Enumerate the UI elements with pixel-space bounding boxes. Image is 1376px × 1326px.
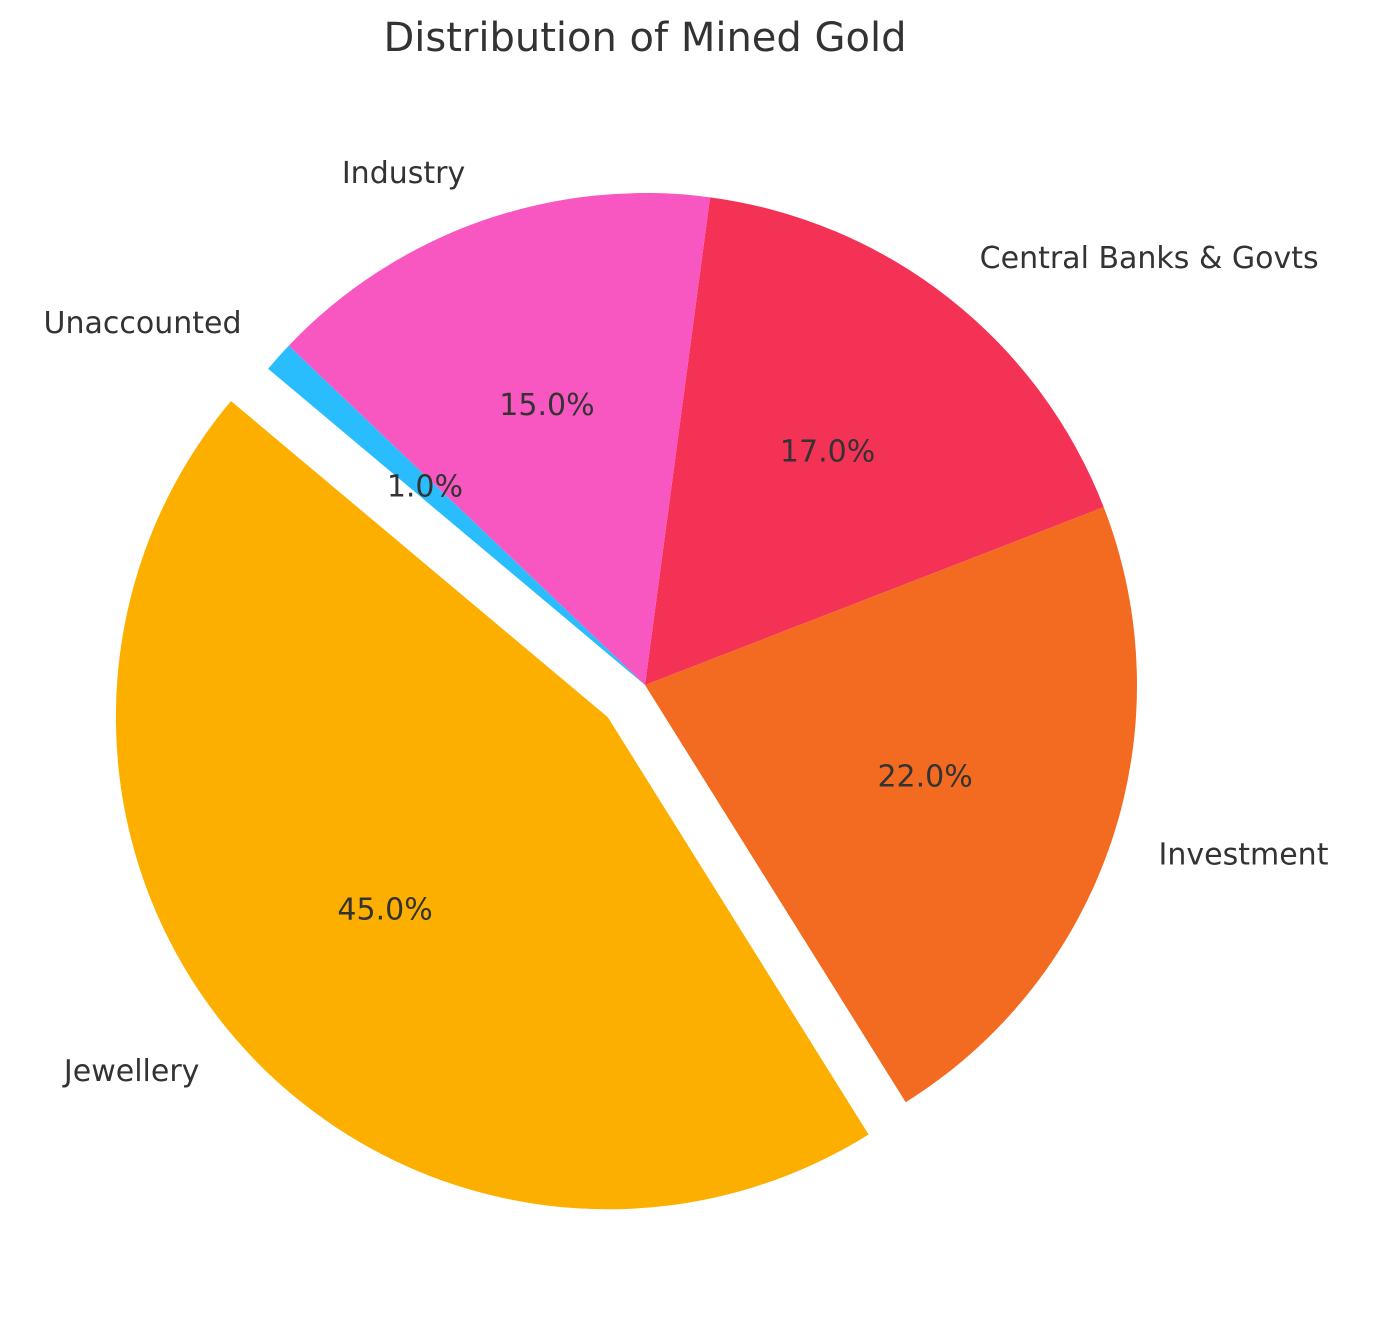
slice-label: Jewellery	[62, 1054, 200, 1089]
slice-label: Investment	[1159, 837, 1329, 872]
value-label: 17.0%	[780, 435, 875, 470]
slice-label: Central Banks & Govts	[980, 241, 1319, 276]
pie-slice	[288, 193, 711, 686]
pie-slice	[268, 345, 645, 685]
pie-slice	[645, 197, 1104, 685]
pie-slice	[645, 507, 1137, 1103]
value-label: 45.0%	[337, 892, 432, 927]
value-label: 22.0%	[877, 760, 972, 795]
value-label: 1.0%	[387, 470, 463, 505]
value-label: 15.0%	[499, 388, 594, 423]
slice-label: Industry	[342, 156, 465, 191]
chart-title: Distribution of Mined Gold	[383, 15, 906, 61]
pie-slice	[115, 401, 869, 1210]
slice-label: Unaccounted	[44, 306, 242, 341]
